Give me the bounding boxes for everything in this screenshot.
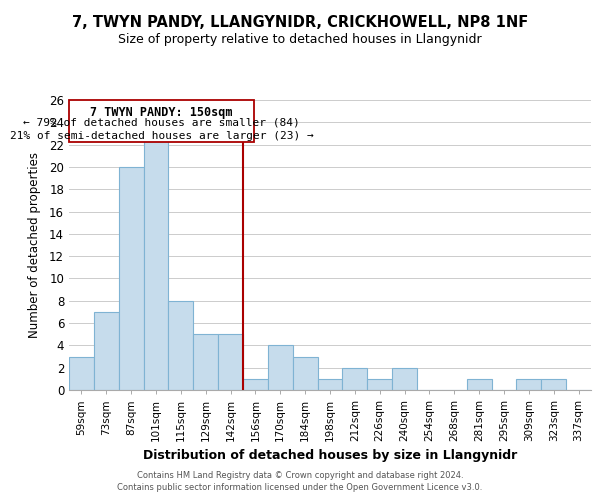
X-axis label: Distribution of detached houses by size in Llangynidr: Distribution of detached houses by size … <box>143 450 517 462</box>
Text: 7 TWYN PANDY: 150sqm: 7 TWYN PANDY: 150sqm <box>91 106 233 118</box>
Bar <box>541 379 566 390</box>
Bar <box>243 379 268 390</box>
Text: 21% of semi-detached houses are larger (23) →: 21% of semi-detached houses are larger (… <box>10 131 313 141</box>
Text: ← 79% of detached houses are smaller (84): ← 79% of detached houses are smaller (84… <box>23 118 300 128</box>
Bar <box>293 356 317 390</box>
Text: 7, TWYN PANDY, LLANGYNIDR, CRICKHOWELL, NP8 1NF: 7, TWYN PANDY, LLANGYNIDR, CRICKHOWELL, … <box>72 15 528 30</box>
Bar <box>94 312 119 390</box>
Bar <box>193 334 218 390</box>
Text: Contains public sector information licensed under the Open Government Licence v3: Contains public sector information licen… <box>118 482 482 492</box>
Bar <box>467 379 491 390</box>
Bar <box>69 356 94 390</box>
Bar <box>119 167 143 390</box>
Bar <box>69 100 254 142</box>
Text: Size of property relative to detached houses in Llangynidr: Size of property relative to detached ho… <box>118 32 482 46</box>
Bar <box>517 379 541 390</box>
Bar <box>169 301 193 390</box>
Bar <box>268 346 293 390</box>
Bar <box>143 134 169 390</box>
Bar <box>392 368 417 390</box>
Bar <box>343 368 367 390</box>
Bar <box>218 334 243 390</box>
Text: Contains HM Land Registry data © Crown copyright and database right 2024.: Contains HM Land Registry data © Crown c… <box>137 472 463 480</box>
Bar <box>367 379 392 390</box>
Y-axis label: Number of detached properties: Number of detached properties <box>28 152 41 338</box>
Bar <box>317 379 343 390</box>
